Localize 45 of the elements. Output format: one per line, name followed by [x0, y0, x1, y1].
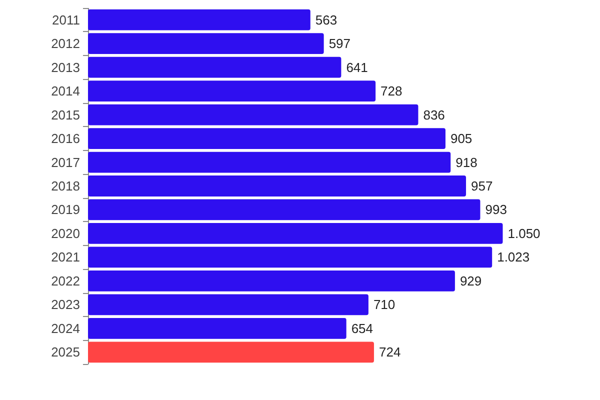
bar	[88, 176, 466, 196]
data-label: 1.023	[497, 250, 530, 265]
data-label: 724	[378, 344, 401, 360]
y-tick-label: 2011	[52, 12, 80, 28]
bar	[88, 33, 324, 54]
data-label: 710	[373, 297, 396, 312]
data-label: 836	[423, 107, 445, 122]
y-tick-label: 2021	[51, 250, 80, 265]
y-tick-label: 2014	[51, 84, 80, 99]
y-tick-label: 2018	[51, 178, 80, 194]
bar	[88, 199, 480, 220]
bar	[88, 80, 376, 102]
bar	[88, 342, 374, 363]
bar	[88, 152, 451, 173]
y-tick-label: 2023	[51, 297, 80, 312]
y-tick-label: 2024	[51, 320, 80, 336]
bar	[88, 128, 446, 149]
data-label: 563	[315, 12, 338, 28]
data-label: 1.050	[508, 226, 540, 241]
y-tick-label: 2012	[51, 36, 80, 52]
data-label: 929	[460, 273, 482, 288]
bar	[88, 270, 455, 292]
y-tick-label: 2015	[51, 107, 80, 122]
y-tick-label: 2016	[51, 131, 80, 146]
bar	[88, 223, 503, 244]
bar	[88, 9, 310, 30]
bar	[88, 56, 342, 78]
data-label: 905	[450, 131, 472, 146]
data-label: 728	[380, 84, 402, 99]
data-label: 654	[351, 320, 374, 336]
y-tick-label: 2019	[51, 202, 80, 218]
bar	[88, 104, 418, 126]
y-tick-label: 2020	[51, 226, 80, 241]
bar	[88, 294, 368, 316]
y-tick-label: 2013	[51, 60, 80, 75]
y-tick-label: 2017	[51, 154, 80, 170]
y-tick-label: 2025	[51, 344, 80, 360]
bar	[88, 318, 346, 339]
data-label: 918	[456, 154, 478, 170]
data-label: 641	[346, 60, 368, 75]
data-label: 597	[328, 36, 351, 52]
data-label: 957	[471, 178, 493, 194]
data-label: 993	[485, 202, 507, 218]
y-tick-label: 2022	[51, 273, 80, 288]
bar	[88, 246, 492, 268]
